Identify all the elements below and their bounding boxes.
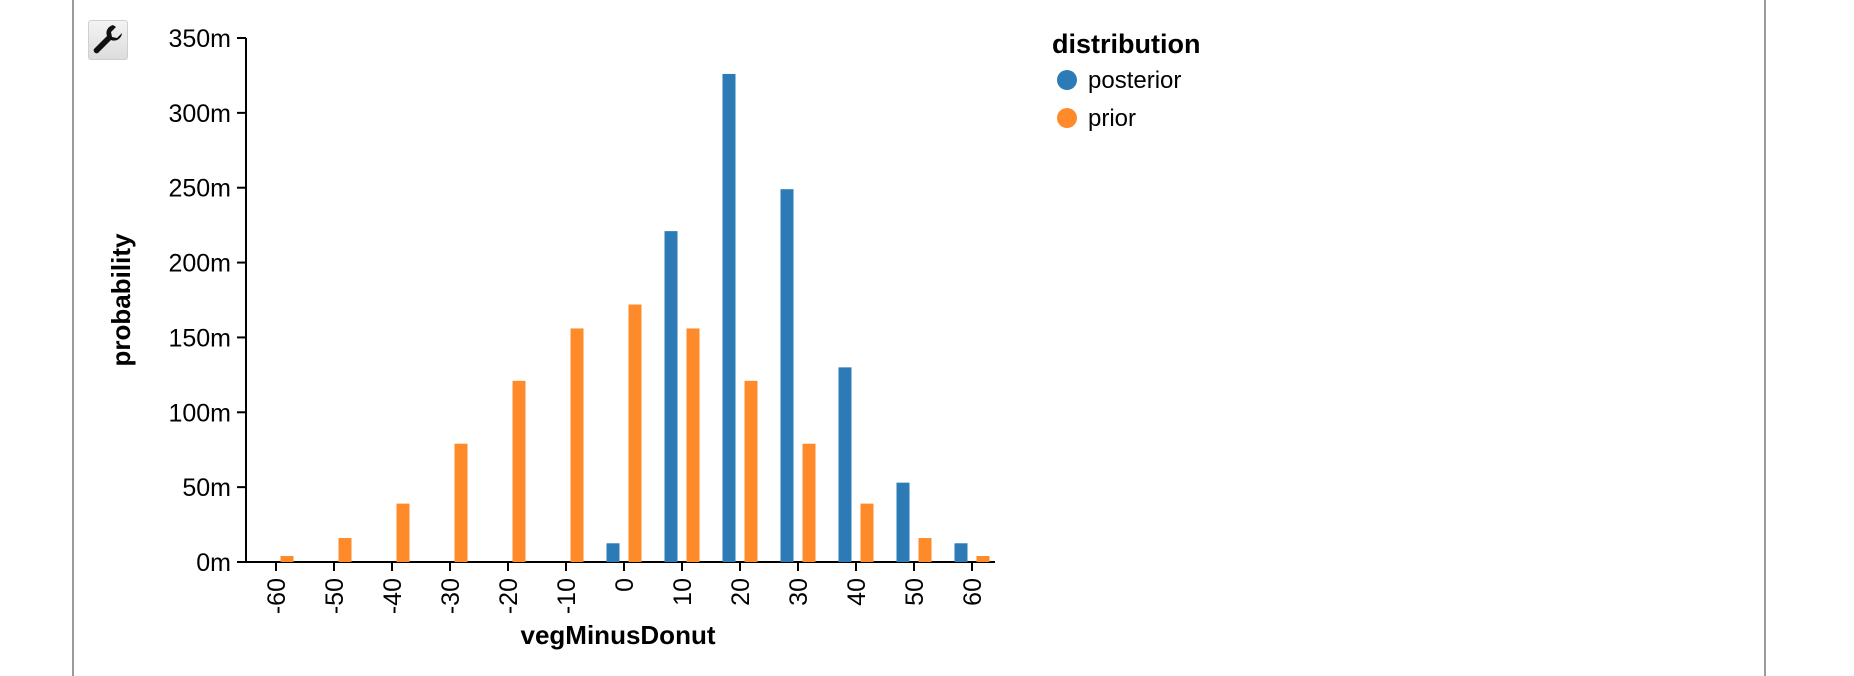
legend: distribution posterior prior	[1052, 29, 1200, 132]
frame-left-border	[72, 0, 74, 676]
bar-prior--30	[454, 443, 468, 562]
y-axis: 0m 50m 100m 150m 200m 250m 300m 350m	[168, 25, 247, 577]
x-tick-label: 60	[959, 578, 987, 606]
bar-posterior-20	[722, 73, 736, 562]
x-tick-label: -50	[321, 578, 349, 614]
y-axis-title: probability	[106, 233, 136, 366]
bar-prior-50	[918, 538, 932, 562]
x-tick-label: -20	[495, 578, 523, 614]
bar-posterior-60	[954, 543, 968, 562]
y-tick-label: 200m	[168, 250, 231, 278]
x-axis: -60 -50 -40 -30 -20 -10 0 10 20 30 40 50 60	[246, 561, 995, 614]
legend-swatch-prior	[1057, 108, 1077, 128]
x-tick-label: 30	[785, 578, 813, 606]
x-tick-label: -30	[437, 578, 465, 614]
x-tick-label: 50	[901, 578, 929, 606]
frame-right-border	[1764, 0, 1766, 676]
y-tick-label: 100m	[168, 399, 231, 427]
bar-prior--40	[396, 503, 410, 562]
legend-swatch-posterior	[1057, 70, 1077, 90]
y-tick-label: 0m	[196, 549, 231, 577]
x-axis-title: vegMinusDonut	[521, 620, 716, 650]
x-tick-label: 20	[727, 578, 755, 606]
bar-prior-30	[802, 443, 816, 562]
bar-prior-20	[744, 380, 758, 562]
x-tick-label: 0	[611, 578, 639, 592]
y-tick-label: 150m	[168, 324, 231, 352]
bar-posterior-10	[664, 231, 678, 563]
wrench-icon	[93, 24, 122, 54]
bar-prior--10	[570, 328, 584, 562]
bar-prior-40	[860, 503, 874, 562]
x-tick-label: 10	[669, 578, 697, 606]
y-tick-label: 350m	[168, 25, 231, 53]
bar-posterior-50	[896, 482, 910, 562]
bar-posterior-0	[606, 543, 620, 562]
bar-prior--60	[280, 556, 294, 562]
bar-prior-10	[686, 328, 700, 562]
legend-title: distribution	[1052, 29, 1200, 59]
chart-settings-button[interactable]	[88, 20, 128, 60]
x-tick-label: -40	[379, 578, 407, 614]
bar-prior--50	[338, 538, 352, 562]
bar-prior-0	[628, 304, 642, 562]
x-tick-label: -10	[553, 578, 581, 614]
bar-posterior-30	[780, 189, 794, 562]
y-tick-label: 250m	[168, 175, 231, 203]
bar-prior--20	[512, 380, 526, 562]
legend-label-posterior: posterior	[1088, 67, 1181, 94]
legend-label-prior: prior	[1088, 105, 1136, 132]
bars	[280, 73, 990, 563]
y-tick-label: 50m	[182, 474, 231, 502]
x-tick-label: 40	[843, 578, 871, 606]
y-tick-label: 300m	[168, 100, 231, 128]
bar-posterior-40	[838, 367, 852, 562]
bar-prior-60	[976, 556, 990, 562]
x-tick-label: -60	[263, 578, 291, 614]
